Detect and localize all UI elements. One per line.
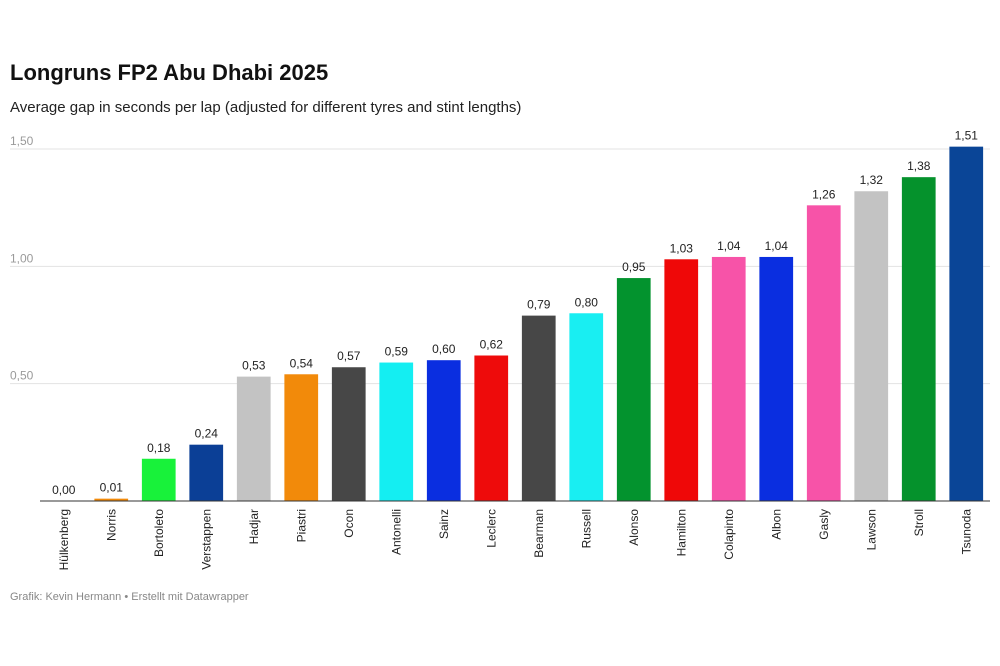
value-label: 1,03 <box>670 241 694 255</box>
bar <box>901 177 936 501</box>
bar-chart: 0,50 1,00 1,50 0,00 Hülkenberg 0,01 Norris 0,1… <box>10 129 990 571</box>
category-label: Alonso <box>627 509 641 546</box>
value-label: 1,51 <box>955 129 979 143</box>
category-label: Albon <box>769 509 783 540</box>
chart-title: Longruns FP2 Abu Dhabi 2025 <box>10 60 329 85</box>
bar <box>236 376 271 501</box>
category-label: Hülkenberg <box>57 509 71 570</box>
labels: 0,00 Hülkenberg 0,01 Norris 0,18 Bortoleto 0,2… <box>52 129 978 571</box>
value-label: 1,04 <box>765 239 789 253</box>
category-label: Ocon <box>342 509 356 538</box>
value-label: 0,53 <box>242 359 266 373</box>
bars <box>94 146 984 502</box>
category-label: Stroll <box>912 509 926 536</box>
bar <box>141 458 176 501</box>
y-tick-label: 0,50 <box>10 369 34 383</box>
category-label: Colapinto <box>722 509 736 560</box>
bar <box>189 444 224 501</box>
y-tick-label: 1,00 <box>10 251 34 265</box>
category-label: Piastri <box>294 509 308 542</box>
bar <box>759 256 794 501</box>
value-label: 0,24 <box>195 427 219 441</box>
value-label: 0,01 <box>100 481 124 495</box>
value-label: 0,57 <box>337 349 361 363</box>
category-label: Lawson <box>864 509 878 550</box>
value-label: 0,60 <box>432 342 456 356</box>
value-label: 0,00 <box>52 483 76 497</box>
value-label: 0,80 <box>575 295 599 309</box>
source-credit: Grafik: Kevin Hermann • Erstellt mit Dat… <box>10 591 249 603</box>
bar <box>521 315 556 501</box>
bar <box>616 278 651 501</box>
chart-subtitle: Average gap in seconds per lap (adjusted… <box>10 99 522 116</box>
bar <box>711 256 746 501</box>
bar <box>94 498 129 501</box>
category-label: Verstappen <box>199 509 213 570</box>
value-label: 1,38 <box>907 159 931 173</box>
value-label: 0,18 <box>147 441 171 455</box>
category-label: Russell <box>579 509 593 548</box>
bar <box>949 146 984 502</box>
y-tick-label: 1,50 <box>10 134 34 148</box>
category-label: Hadjar <box>247 509 261 544</box>
category-label: Leclerc <box>484 509 498 548</box>
category-label: Tsunoda <box>959 509 973 555</box>
category-label: Norris <box>104 509 118 541</box>
bar <box>569 313 604 501</box>
category-label: Gasly <box>817 509 831 540</box>
bar <box>331 367 366 501</box>
value-label: 0,95 <box>622 260 646 274</box>
bar <box>474 355 509 501</box>
category-label: Sainz <box>437 509 451 539</box>
value-label: 0,54 <box>290 356 314 370</box>
value-label: 1,04 <box>717 239 741 253</box>
bar <box>664 259 699 501</box>
category-label: Hamilton <box>674 509 688 556</box>
bar <box>426 360 461 501</box>
value-label: 1,26 <box>812 187 836 201</box>
category-label: Bearman <box>532 509 546 558</box>
value-label: 0,79 <box>527 298 551 312</box>
bar <box>806 205 841 501</box>
value-label: 0,59 <box>385 345 409 359</box>
value-label: 0,62 <box>480 338 504 352</box>
category-label: Bortoleto <box>152 509 166 557</box>
bar <box>284 374 319 501</box>
bar <box>854 191 889 502</box>
category-label: Antonelli <box>389 509 403 555</box>
value-label: 1,32 <box>860 173 884 187</box>
bar <box>379 362 414 501</box>
